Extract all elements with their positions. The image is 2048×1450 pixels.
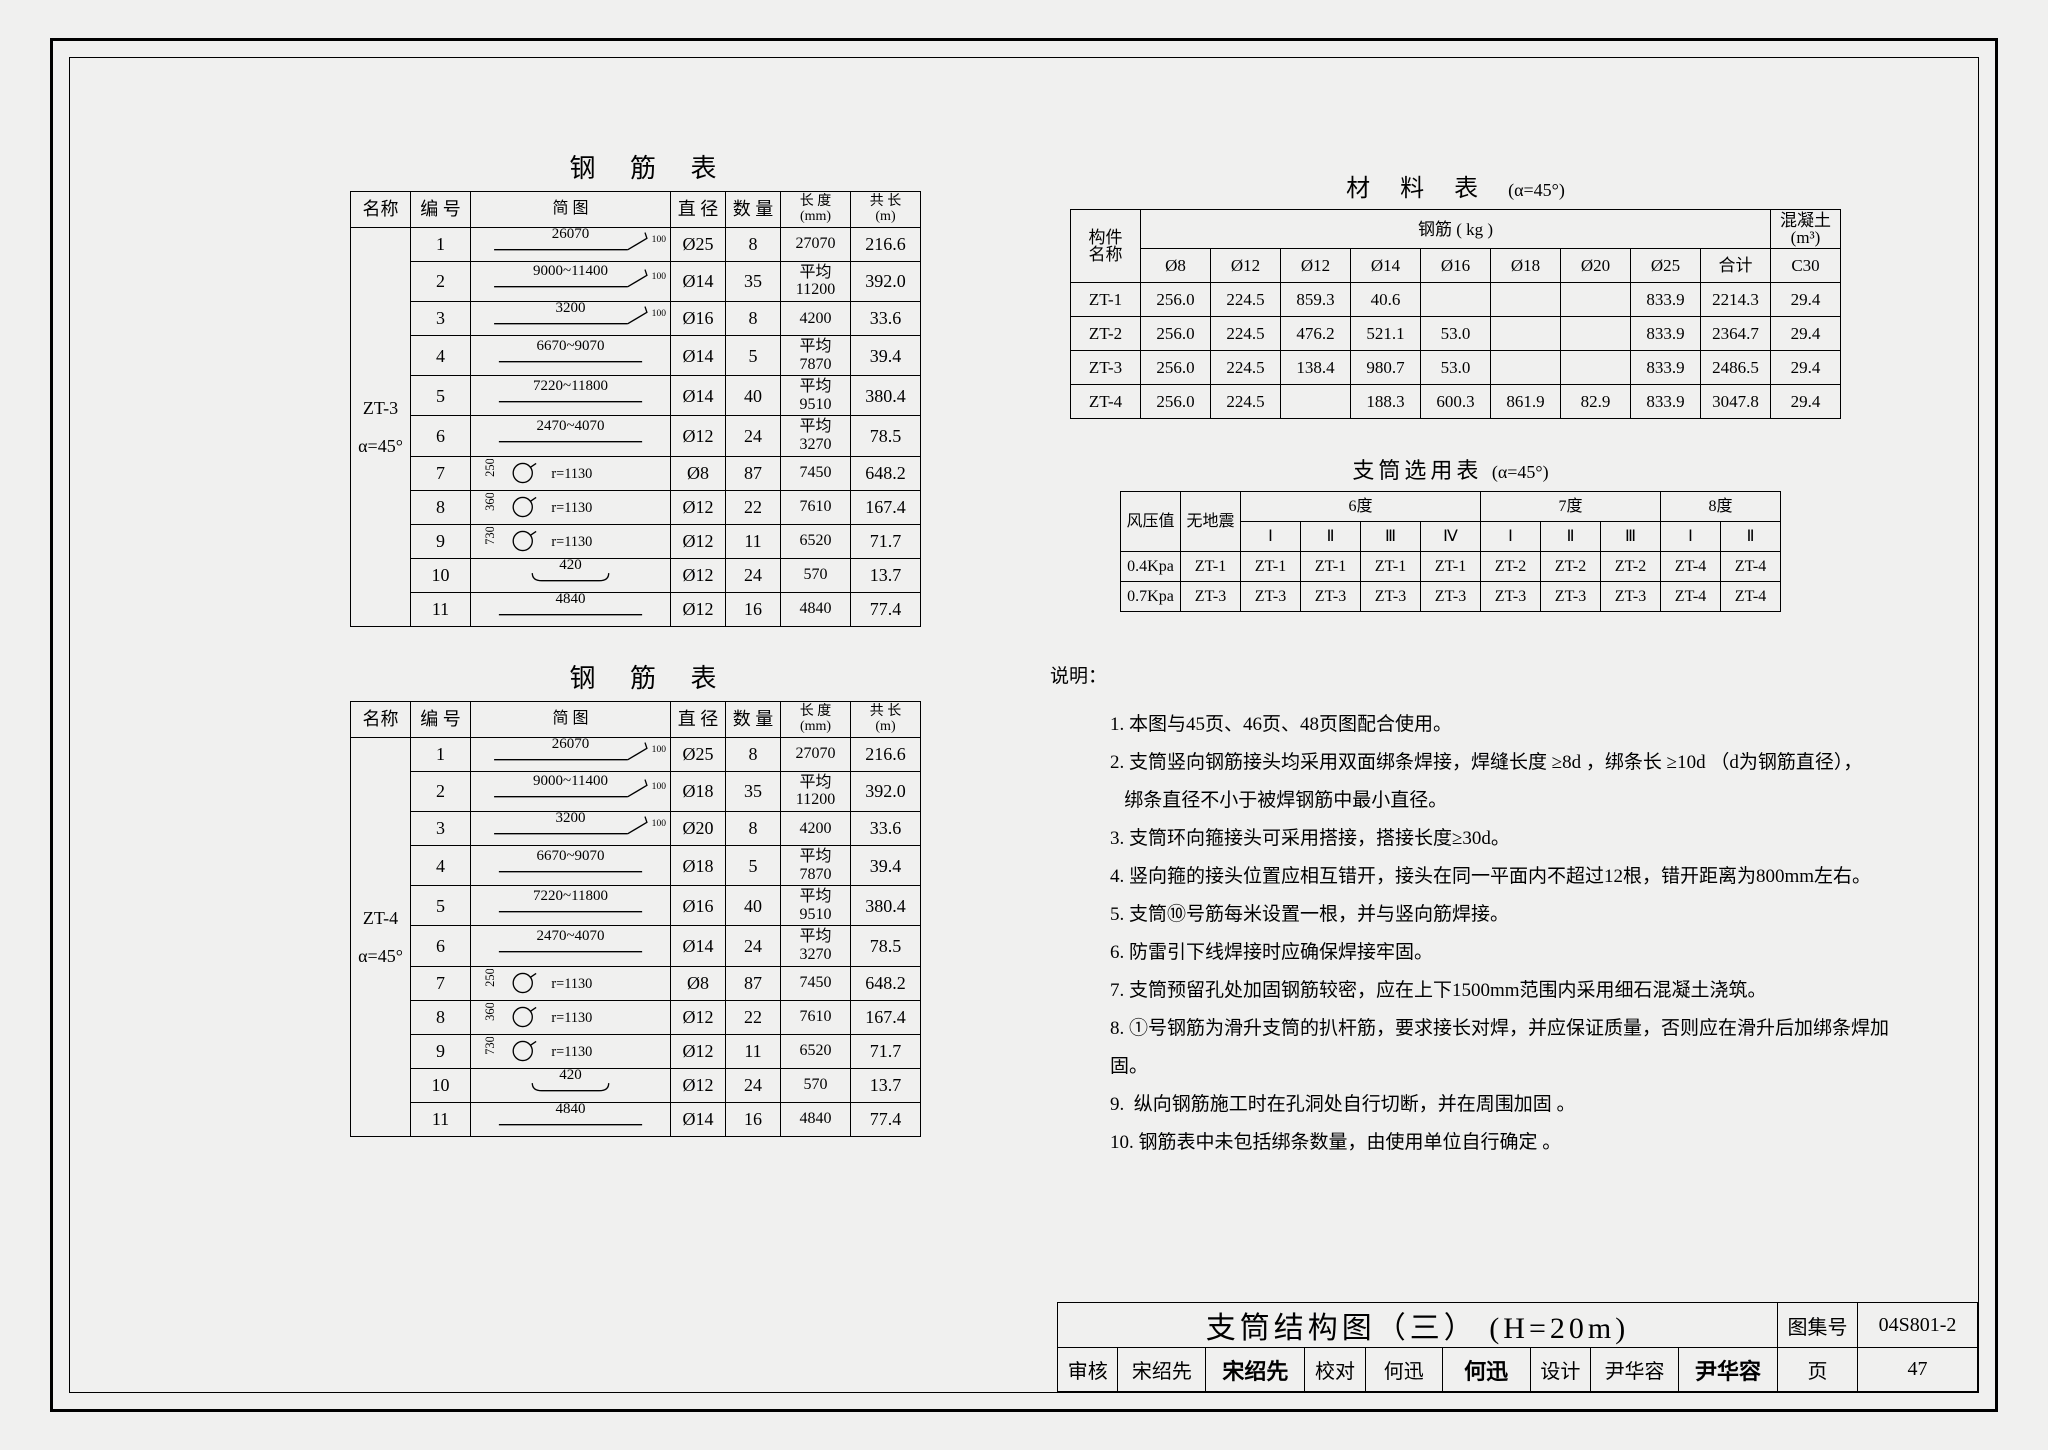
drawing-title: 支筒结构图（三） (H=20m): [1058, 1303, 1778, 1348]
table-row: 5 7220~11800 Ø16 40 平均9510 380.4: [351, 886, 921, 926]
table-row: ZT-4256.0224.5188.3600.3861.982.9833.930…: [1071, 385, 1841, 419]
selection-table-title-text: 支筒选用表: [1352, 458, 1482, 483]
table-row: ZT-4α=45° 1 260701000 Ø25 8 27070 216.6: [351, 737, 921, 771]
note-item: 10. 钢筋表中未包括绑条数量，由使用单位自行确定 。: [1110, 1124, 1920, 1162]
review-name: 宋绍先: [1118, 1348, 1206, 1392]
table-row: 11 4840 Ø14 16 4840 77.4: [351, 1102, 921, 1136]
check-name: 何迅: [1365, 1348, 1442, 1392]
note-item: 4. 竖向箍的接头位置应相互错开，接头在同一平面内不超过12根，错开距离为800…: [1110, 858, 1920, 896]
table-row: 6 2470~4070 Ø12 24 平均3270 78.5: [351, 416, 921, 456]
svg-text:r=1130: r=1130: [551, 976, 592, 992]
note-item: 9. 纵向钢筋施工时在孔洞处自行切断，并在周围加固 。: [1110, 1086, 1920, 1124]
table-row: ZT-2256.0224.5476.2521.153.0833.92364.72…: [1071, 317, 1841, 351]
check-signature: 何迅: [1442, 1348, 1530, 1392]
rebar-table-1-block: 钢 筋 表 名称 编 号 简 图 直 径 数 量 长 度(mm) 共 长(m) …: [350, 148, 950, 627]
table-row: ZT-3α=45° 1 260701000 Ø25 8 27070 216.6: [351, 227, 921, 261]
page-value: 47: [1858, 1348, 1978, 1392]
svg-text:r=1130: r=1130: [551, 534, 592, 550]
selection-table-alpha: (α=45°): [1492, 462, 1549, 482]
table-row: 10 420 Ø12 24 570 13.7: [351, 558, 921, 592]
svg-text:360: 360: [483, 1003, 497, 1021]
svg-text:r=1130: r=1130: [551, 1010, 592, 1026]
table-row: 8 360 r=1130 Ø12 22 7610 167.4: [351, 1000, 921, 1034]
svg-text:250: 250: [483, 969, 497, 987]
table-row: ZT-3256.0224.5138.4980.753.0833.92486.52…: [1071, 351, 1841, 385]
svg-text:730: 730: [483, 1037, 497, 1055]
selection-table: 风压值无地震 6度7度8度 ⅠⅡⅢⅣ ⅠⅡⅢ ⅠⅡ 0.4KpaZT-1ZT-1…: [1120, 491, 1781, 612]
svg-text:r=1130: r=1130: [551, 500, 592, 516]
rebar-table-1: 名称 编 号 简 图 直 径 数 量 长 度(mm) 共 长(m) ZT-3α=…: [350, 191, 921, 627]
material-table-title: 材 料 表 (α=45°): [1070, 168, 1841, 203]
rebar-table-1-title: 钢 筋 表: [350, 148, 950, 185]
table-row: 4 6670~9070 Ø18 5 平均7870 39.4: [351, 845, 921, 885]
page-label: 页: [1778, 1348, 1858, 1392]
table-row: 9 730 r=1130 Ø12 11 6520 71.7: [351, 1034, 921, 1068]
svg-text:r=1130: r=1130: [551, 466, 592, 482]
selection-table-block: 支筒选用表 (α=45°) 风压值无地震 6度7度8度 ⅠⅡⅢⅣ ⅠⅡⅢ ⅠⅡ …: [1120, 453, 1781, 612]
set-value: 04S801-2: [1858, 1303, 1978, 1348]
design-signature: 尹华容: [1679, 1348, 1778, 1392]
review-signature: 宋绍先: [1206, 1348, 1305, 1392]
svg-text:730: 730: [483, 527, 497, 545]
design-name: 尹华容: [1591, 1348, 1679, 1392]
rebar-table-2: 名称 编 号 简 图 直 径 数 量 长 度(mm) 共 长(m) ZT-4α=…: [350, 701, 921, 1137]
check-label: 校对: [1305, 1348, 1365, 1392]
drawing-sheet: 钢 筋 表 名称 编 号 简 图 直 径 数 量 长 度(mm) 共 长(m) …: [0, 0, 2048, 1450]
svg-text:r=1130: r=1130: [551, 1044, 592, 1060]
svg-text:360: 360: [483, 493, 497, 511]
notes-block: 说明： 1. 本图与45页、46页、48页图配合使用。2. 支筒竖向钢筋接头均采…: [1050, 658, 1920, 1162]
design-label: 设计: [1530, 1348, 1590, 1392]
table-row: 2 9000~114001000 Ø14 35 平均11200 392.0: [351, 261, 921, 301]
svg-text:250: 250: [483, 459, 497, 477]
table-row: 4 6670~9070 Ø14 5 平均7870 39.4: [351, 335, 921, 375]
table-row: 5 7220~11800 Ø14 40 平均9510 380.4: [351, 376, 921, 416]
table-row: 3 32001000 Ø16 8 4200 33.6: [351, 301, 921, 335]
note-item: 7. 支筒预留孔处加固钢筋较密，应在上下1500mm范围内采用细石混凝土浇筑。: [1110, 972, 1920, 1010]
inner-frame: 钢 筋 表 名称 编 号 简 图 直 径 数 量 长 度(mm) 共 长(m) …: [69, 57, 1979, 1393]
notes-list: 1. 本图与45页、46页、48页图配合使用。2. 支筒竖向钢筋接头均采用双面绑…: [1050, 706, 1920, 1162]
notes-heading: 说明：: [1050, 658, 1920, 696]
table-row: 10 420 Ø12 24 570 13.7: [351, 1068, 921, 1102]
table-row: 7 250 r=1130 Ø8 87 7450 648.2: [351, 966, 921, 1000]
selection-table-title: 支筒选用表 (α=45°): [1120, 453, 1781, 485]
note-item: 5. 支筒⑩号筋每米设置一根，并与竖向筋焊接。: [1110, 896, 1920, 934]
review-label: 审核: [1058, 1348, 1118, 1392]
note-item: 8. ①号钢筋为滑升支筒的扒杆筋，要求接长对焊，并应保证质量，否则应在滑升后加绑…: [1110, 1010, 1920, 1086]
table-row: 9 730 r=1130 Ø12 11 6520 71.7: [351, 524, 921, 558]
table-row: 6 2470~4070 Ø14 24 平均3270 78.5: [351, 926, 921, 966]
note-item: 2. 支筒竖向钢筋接头均采用双面绑条焊接，焊缝长度 ≥8d ，绑条长 ≥10d …: [1110, 744, 1920, 820]
material-table: 构件名称 钢筋 ( kg ) 混凝土(m³) Ø8Ø12Ø12Ø14Ø16Ø18…: [1070, 209, 1841, 419]
material-table-title-text: 材 料 表: [1346, 176, 1490, 202]
note-item: 3. 支筒环向箍接头可采用搭接，搭接长度≥30d。: [1110, 820, 1920, 858]
table-row: 11 4840 Ø12 16 4840 77.4: [351, 592, 921, 626]
table-row: 2 9000~114001000 Ø18 35 平均11200 392.0: [351, 771, 921, 811]
title-block: 支筒结构图（三） (H=20m) 图集号 04S801-2 审核 宋绍先 宋绍先…: [1057, 1302, 1978, 1392]
material-table-block: 材 料 表 (α=45°) 构件名称 钢筋 ( kg ) 混凝土(m³) Ø8Ø…: [1070, 168, 1841, 419]
table-row: 7 250 r=1130 Ø8 87 7450 648.2: [351, 456, 921, 490]
table-row: 0.4KpaZT-1ZT-1ZT-1ZT-1ZT-1ZT-2ZT-2ZT-2ZT…: [1121, 552, 1781, 582]
table-row: 3 32001000 Ø20 8 4200 33.6: [351, 811, 921, 845]
rebar-table-2-title: 钢 筋 表: [350, 658, 950, 695]
set-label: 图集号: [1778, 1303, 1858, 1348]
table-row: 0.7KpaZT-3ZT-3ZT-3ZT-3ZT-3ZT-3ZT-3ZT-3ZT…: [1121, 582, 1781, 612]
table-row: 8 360 r=1130 Ø12 22 7610 167.4: [351, 490, 921, 524]
material-table-alpha: (α=45°): [1508, 180, 1565, 200]
outer-frame: 钢 筋 表 名称 编 号 简 图 直 径 数 量 长 度(mm) 共 长(m) …: [50, 38, 1998, 1412]
note-item: 6. 防雷引下线焊接时应确保焊接牢固。: [1110, 934, 1920, 972]
rebar-table-2-block: 钢 筋 表 名称 编 号 简 图 直 径 数 量 长 度(mm) 共 长(m) …: [350, 658, 950, 1137]
note-item: 1. 本图与45页、46页、48页图配合使用。: [1110, 706, 1920, 744]
table-row: ZT-1256.0224.5859.340.6833.92214.329.4: [1071, 283, 1841, 317]
